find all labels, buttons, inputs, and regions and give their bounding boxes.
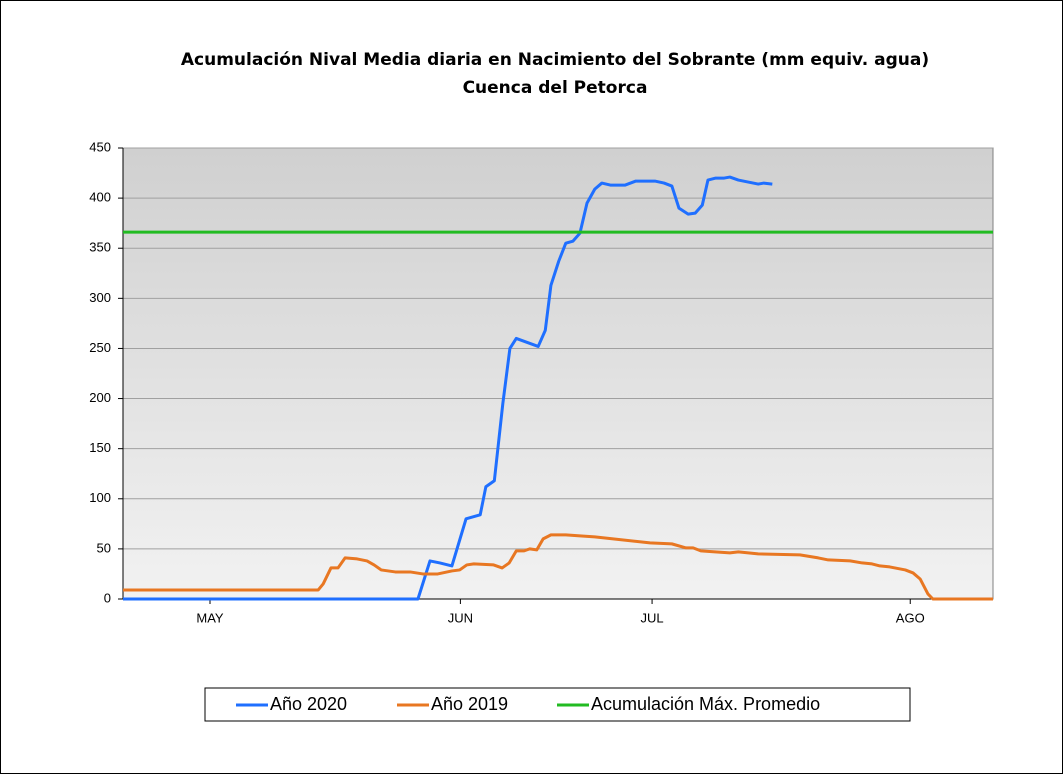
chart-subtitle: Cuenca del Petorca [463, 78, 648, 98]
legend-label: Acumulación Máx. Promedio [591, 694, 820, 714]
y-tick-label: 450 [89, 139, 111, 154]
series-line [123, 533, 993, 601]
y-tick-label: 50 [97, 540, 111, 555]
y-tick-label: 300 [89, 290, 111, 305]
y-tick-label: 150 [89, 440, 111, 455]
x-tick-label: MAY [196, 610, 224, 625]
series-line [123, 175, 773, 601]
x-tick-label: AGO [896, 610, 925, 625]
x-tick-label: JUN [448, 610, 473, 625]
y-tick-label: 200 [89, 390, 111, 405]
x-tick-label: JUL [641, 610, 664, 625]
y-tick-label: 400 [89, 190, 111, 205]
chart-title: Acumulación Nival Media diaria en Nacimi… [181, 50, 929, 70]
y-tick-label: 350 [89, 240, 111, 255]
y-tick-label: 0 [104, 590, 111, 605]
y-tick-label: 100 [89, 490, 111, 505]
y-tick-label: 250 [89, 340, 111, 355]
legend-label: Año 2020 [270, 694, 347, 714]
plot-area [122, 147, 994, 600]
legend-label: Año 2019 [431, 694, 508, 714]
